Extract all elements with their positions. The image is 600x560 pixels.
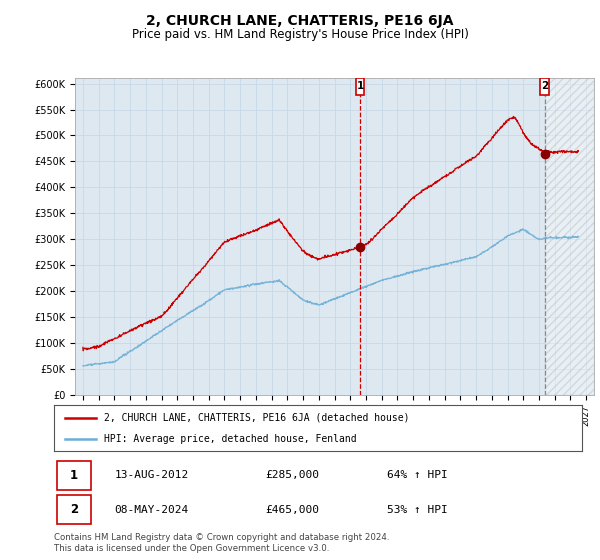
Text: 13-AUG-2012: 13-AUG-2012 [115,470,189,480]
Bar [56,495,91,524]
Bar [545,78,594,395]
Bar [56,461,91,490]
Text: 1: 1 [356,81,364,91]
Text: 53% ↑ HPI: 53% ↑ HPI [386,505,448,515]
Bar [540,78,549,95]
Text: 2: 2 [70,503,78,516]
Text: 2: 2 [541,81,548,91]
Text: HPI: Average price, detached house, Fenland: HPI: Average price, detached house, Fenl… [104,435,357,444]
Text: £465,000: £465,000 [265,505,319,515]
Text: 2, CHURCH LANE, CHATTERIS, PE16 6JA (detached house): 2, CHURCH LANE, CHATTERIS, PE16 6JA (det… [104,413,410,423]
Text: £285,000: £285,000 [265,470,319,480]
Bar [356,78,364,95]
Text: 08-MAY-2024: 08-MAY-2024 [115,505,189,515]
Text: 1: 1 [70,469,78,482]
Text: Contains HM Land Registry data © Crown copyright and database right 2024.
This d: Contains HM Land Registry data © Crown c… [54,533,389,553]
Text: Price paid vs. HM Land Registry's House Price Index (HPI): Price paid vs. HM Land Registry's House … [131,28,469,41]
Text: 64% ↑ HPI: 64% ↑ HPI [386,470,448,480]
Text: 2, CHURCH LANE, CHATTERIS, PE16 6JA: 2, CHURCH LANE, CHATTERIS, PE16 6JA [146,14,454,28]
